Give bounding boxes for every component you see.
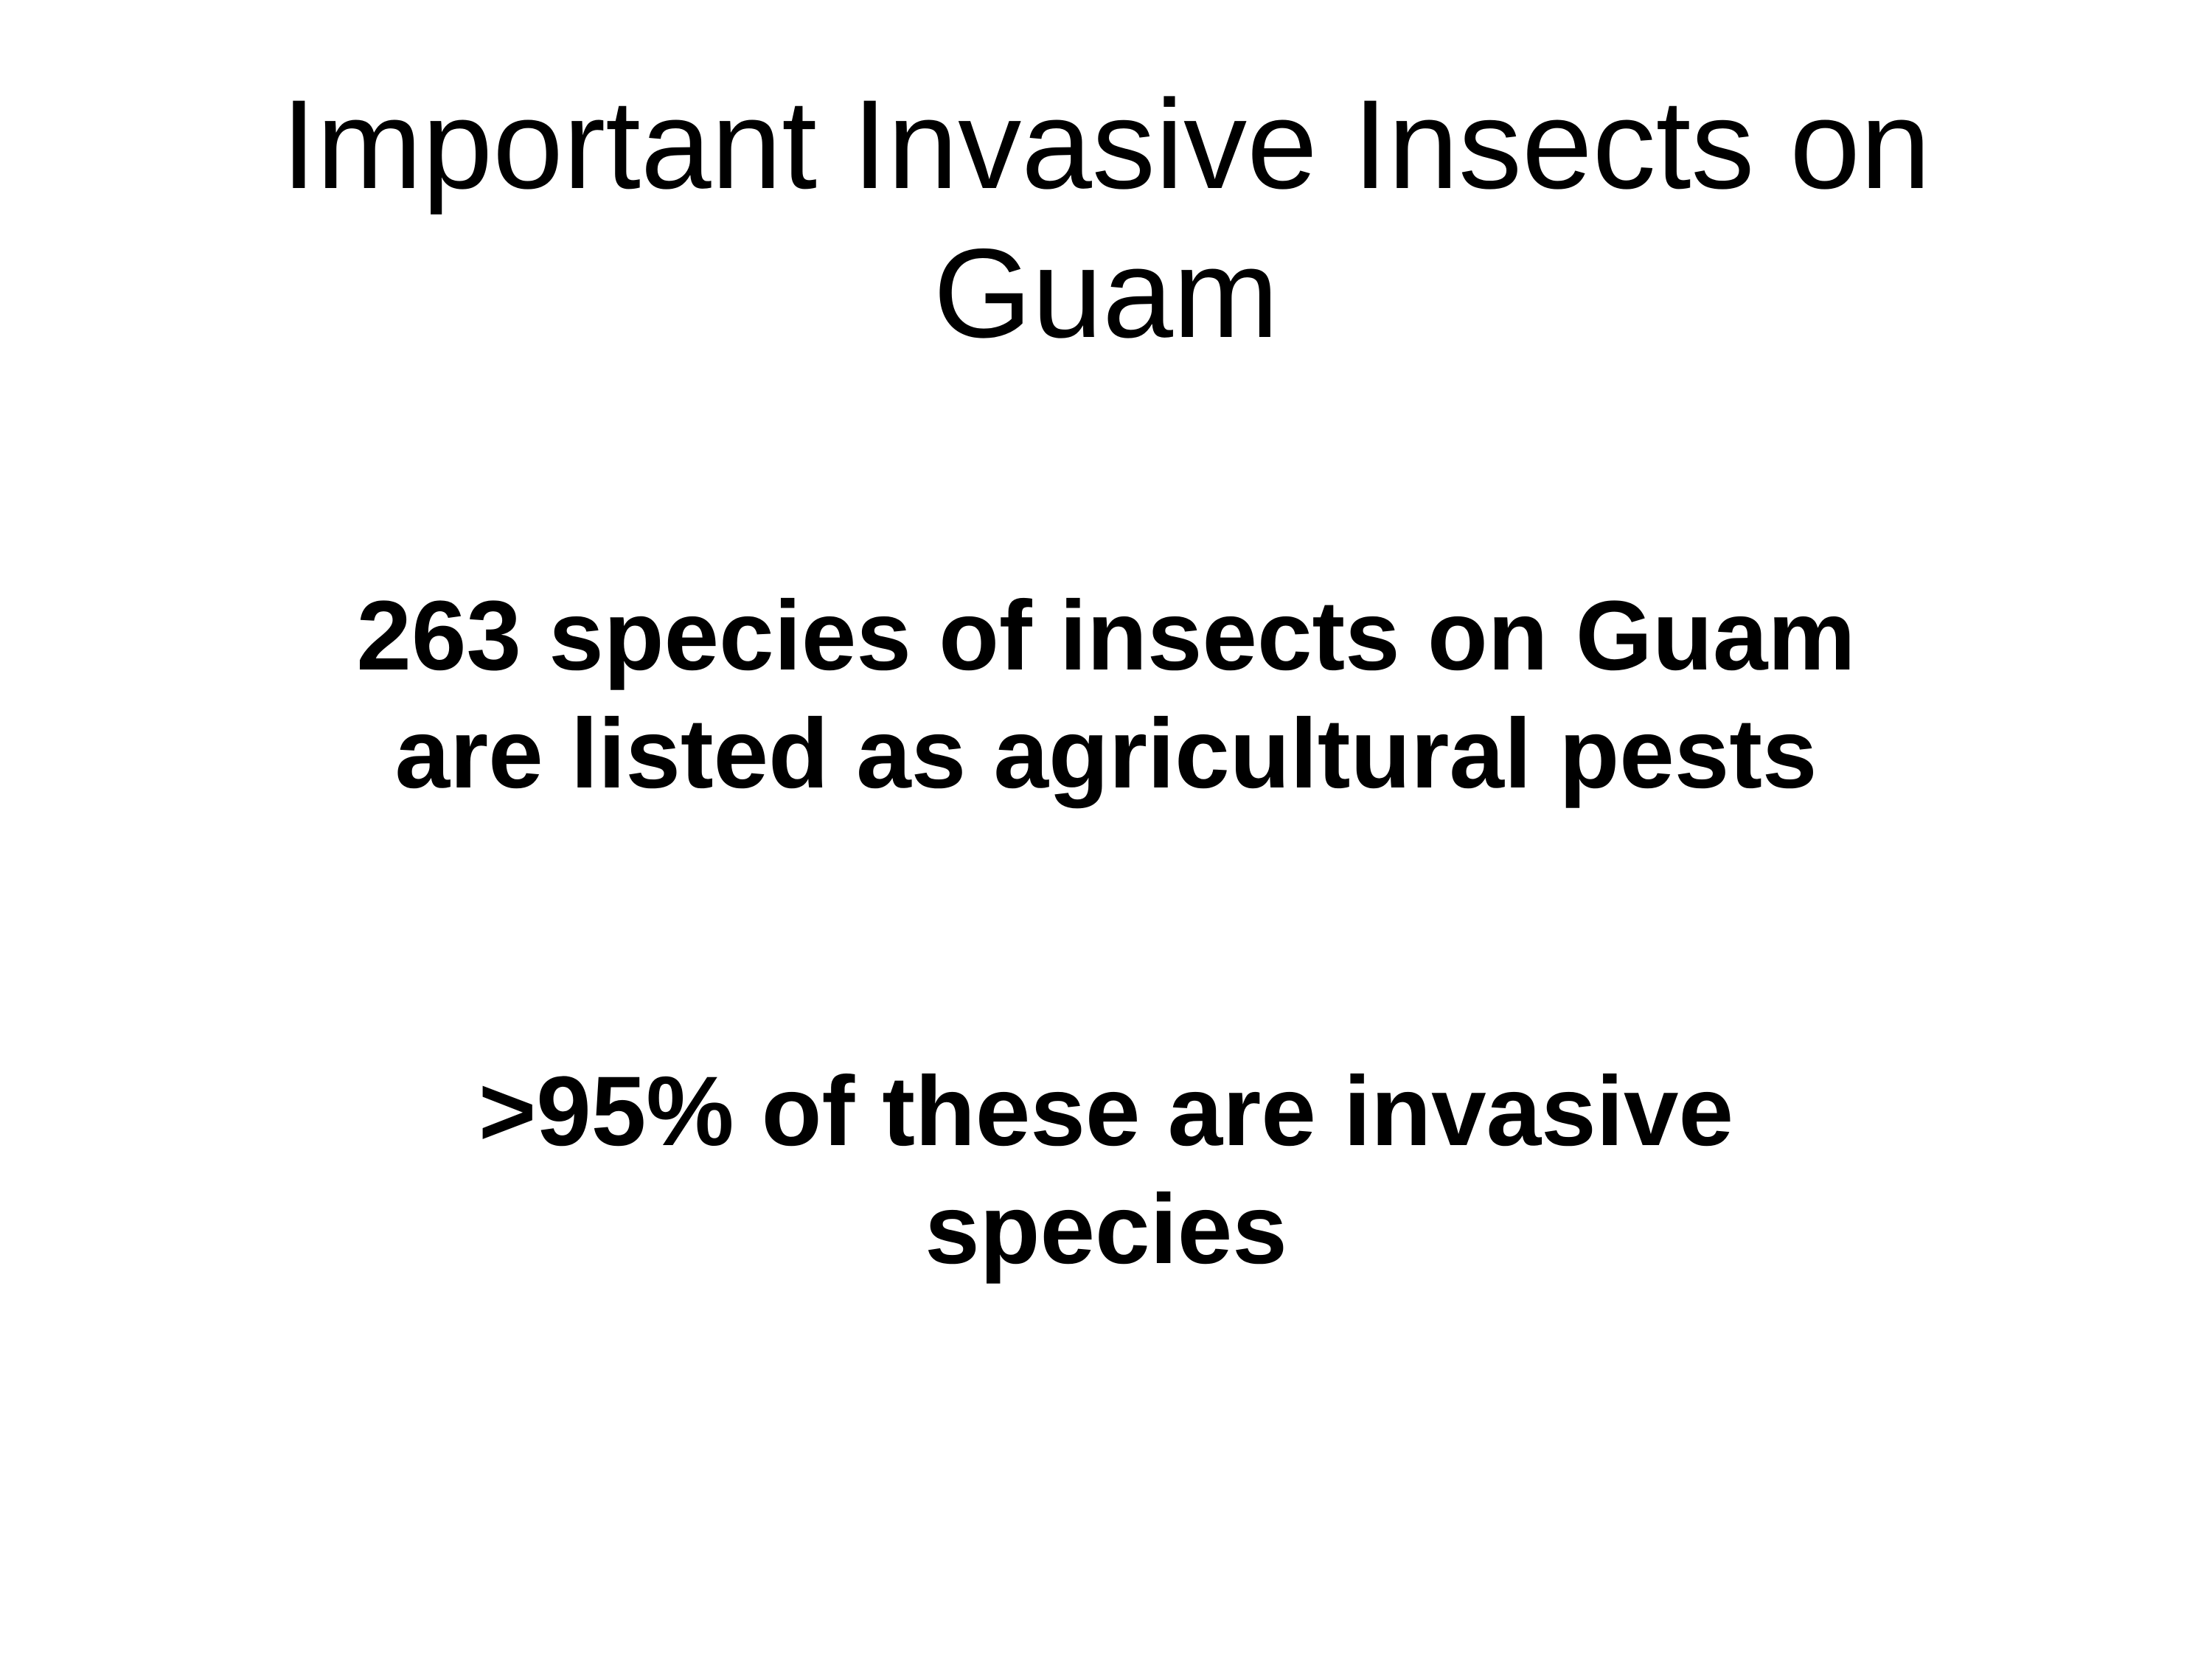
statement-invasive-share-line-1: >95% of these are invasive bbox=[478, 1057, 1734, 1166]
slide-title-line-1: Important Invasive Insects on bbox=[281, 74, 1931, 215]
statement-pest-count-line-1: 263 species of insects on Guam bbox=[356, 581, 1856, 691]
statement-invasive-share-line-2: species bbox=[925, 1175, 1287, 1284]
slide-title: Important Invasive Insects on Guam bbox=[147, 70, 2065, 368]
statement-invasive-share: >95% of these are invasive species bbox=[147, 1053, 2065, 1289]
slide-title-line-2: Guam bbox=[933, 223, 1279, 364]
statement-pest-count: 263 species of insects on Guam are liste… bbox=[147, 577, 2065, 813]
statement-pest-count-line-2: are listed as agricultural pests bbox=[394, 699, 1818, 809]
